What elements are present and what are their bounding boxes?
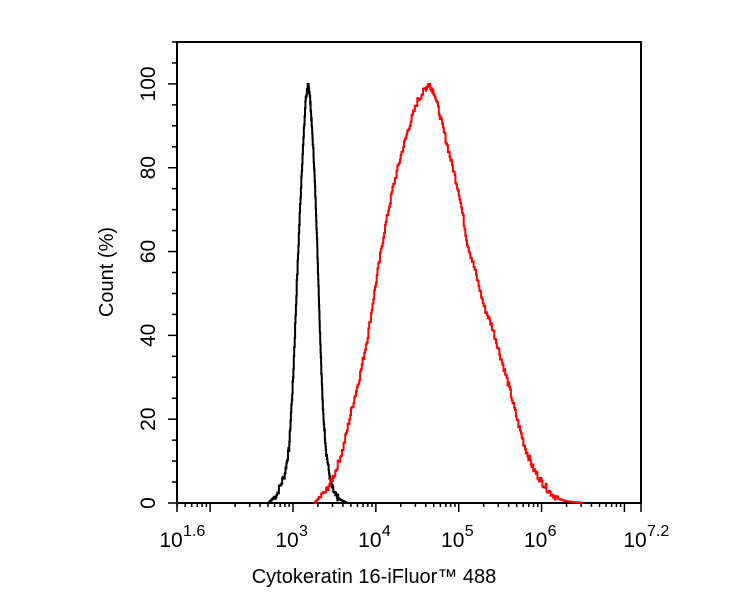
plot-frame bbox=[176, 41, 642, 504]
y-tick-label: 0 bbox=[137, 497, 160, 509]
x-tick-label-exponent: 3 bbox=[299, 523, 308, 540]
x-tick-label: 10 bbox=[524, 529, 547, 552]
x-tick-label: 10 bbox=[275, 529, 298, 552]
x-tick-label-exponent: 4 bbox=[382, 523, 391, 540]
x-tick-label: 10 bbox=[623, 529, 646, 552]
y-tick-label: 100 bbox=[137, 66, 160, 101]
series-line-1 bbox=[268, 82, 348, 504]
y-tick-label: 60 bbox=[137, 240, 160, 263]
x-tick-label: 10 bbox=[358, 529, 381, 552]
x-axis-title: Cytokeratin 16-iFluor™ 488 bbox=[252, 566, 497, 588]
x-tick-label-exponent: 1.6 bbox=[183, 523, 205, 540]
x-tick-label-exponent: 6 bbox=[548, 523, 557, 540]
y-axis-tick-labels: 0 20 40 60 80 100 bbox=[137, 66, 160, 508]
y-tick-label: 80 bbox=[137, 156, 160, 179]
y-axis-title: Count (%) bbox=[96, 227, 118, 317]
x-tick-label-exponent: 7.2 bbox=[647, 523, 669, 540]
x-tick-label: 10 bbox=[441, 529, 464, 552]
x-tick-label: 10 bbox=[159, 529, 182, 552]
x-axis-ticks bbox=[176, 503, 642, 512]
x-axis-tick-labels: 10 1.6 10 3 10 4 10 5 10 6 10 7.2 bbox=[159, 523, 669, 552]
series-layer bbox=[268, 82, 584, 504]
y-axis-ticks bbox=[168, 41, 177, 504]
x-tick-label-exponent: 5 bbox=[465, 523, 474, 540]
y-tick-label: 40 bbox=[137, 324, 160, 347]
series-line-2 bbox=[313, 82, 584, 504]
y-tick-label: 20 bbox=[137, 408, 160, 431]
